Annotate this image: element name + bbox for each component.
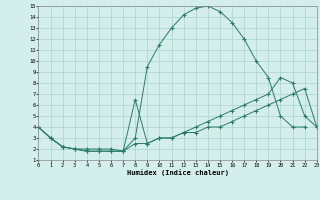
X-axis label: Humidex (Indice chaleur): Humidex (Indice chaleur) [127,169,228,176]
